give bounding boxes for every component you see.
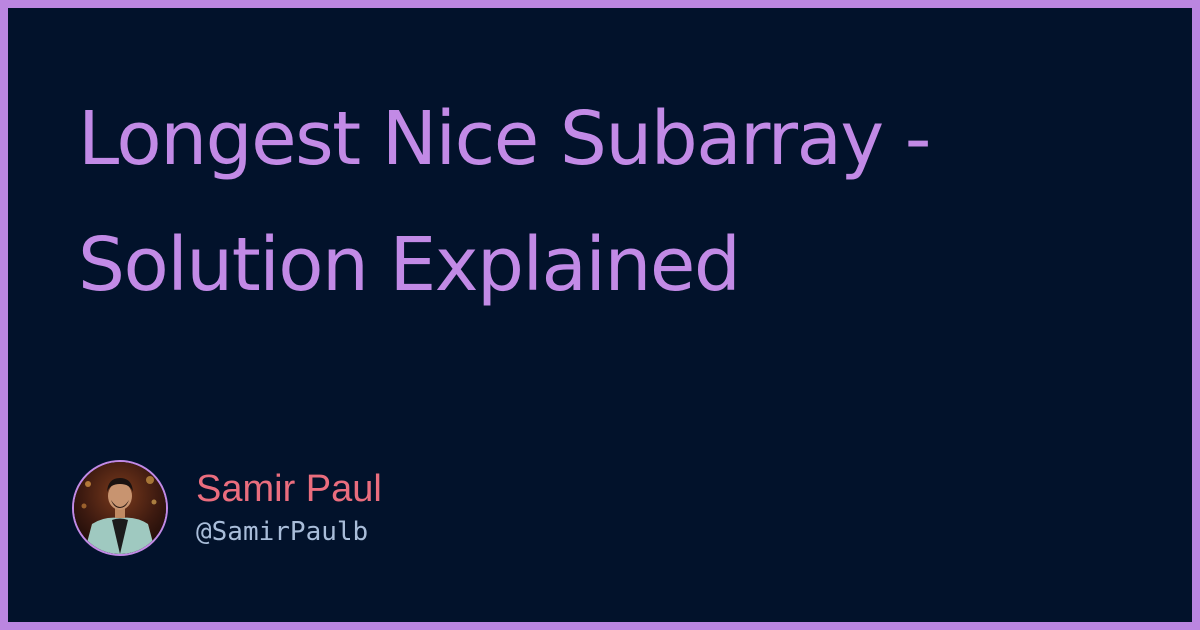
- author-name: Samir Paul: [196, 468, 382, 510]
- author-text: Samir Paul @SamirPaulb: [196, 467, 382, 549]
- avatar-photo-icon: [74, 462, 166, 554]
- author-block: Samir Paul @SamirPaulb: [72, 458, 382, 558]
- author-avatar: [72, 460, 168, 556]
- post-title: Longest Nice Subarray - Solution Explain…: [78, 96, 931, 308]
- author-handle: @SamirPaulb: [196, 517, 369, 547]
